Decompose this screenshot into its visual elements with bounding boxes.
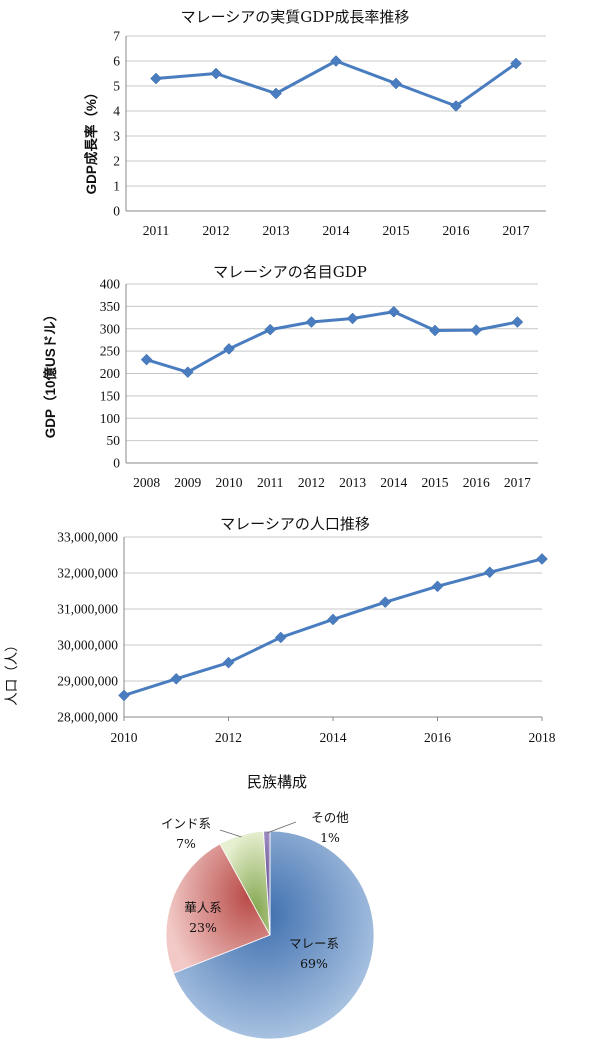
chart-title: マレーシアの人口推移 (220, 515, 370, 533)
slice-percent: 1% (320, 830, 340, 845)
slice-name: インド系 (161, 816, 211, 831)
y-tick-label: 400 (100, 277, 121, 292)
y-tick-label: 1 (113, 179, 120, 194)
slice-percent: 23% (189, 920, 217, 935)
x-tick-label: 2010 (111, 730, 138, 745)
slice-name: 華人系 (184, 900, 222, 915)
y-tick-label: 2 (113, 154, 120, 169)
data-point (431, 580, 444, 593)
x-tick-label: 2012 (203, 223, 230, 238)
x-tick-label: 2017 (504, 475, 531, 490)
pie-slice (165, 843, 271, 974)
x-tick-label: 2010 (216, 475, 243, 490)
y-tick-label: 0 (113, 456, 120, 471)
slice-percent: 69% (300, 956, 328, 971)
x-tick-label: 2013 (339, 475, 366, 490)
data-point (346, 312, 359, 325)
x-tick-label: 2016 (463, 475, 490, 490)
chart-title: 民族構成 (247, 773, 307, 791)
y-tick-label: 200 (100, 366, 121, 381)
series-line (123, 557, 543, 697)
x-tick-label: 2014 (320, 730, 347, 745)
y-tick-label: 300 (100, 321, 121, 336)
x-tick-label: 2011 (143, 223, 170, 238)
y-tick-label: 33,000,000 (57, 530, 118, 545)
y-axis-label: GDP（10億USドル） (42, 308, 58, 439)
x-tick-label: 2018 (529, 730, 556, 745)
y-tick-label: 28,000,000 (57, 710, 118, 725)
leader-line (266, 821, 297, 834)
series-line (146, 310, 518, 374)
data-point (118, 689, 130, 702)
y-tick-label: 350 (100, 299, 121, 314)
x-tick-label: 2014 (380, 475, 407, 490)
data-point (330, 55, 342, 67)
data-point (170, 672, 183, 685)
data-point (274, 631, 287, 644)
data-point (210, 67, 222, 80)
x-tick-label: 2017 (503, 223, 530, 238)
pie-slice (172, 830, 375, 1040)
nominal-gdp-chart: マレーシアの名目GDP GDP（10億USドル） 0 50 100 150 200 250… (42, 263, 538, 490)
data-point (305, 316, 318, 328)
x-tick-label: 2008 (133, 475, 160, 490)
data-point (223, 343, 235, 355)
population-chart: マレーシアの人口推移 人口（人） 28,000,000 29,000,000 30,… (4, 515, 556, 745)
data-point (470, 324, 483, 336)
y-tick-label: 4 (113, 104, 120, 119)
y-tick-label: 31,000,000 (57, 602, 118, 617)
data-point (181, 366, 194, 379)
y-tick-label: 0 (113, 204, 120, 219)
y-tick-label: 5 (113, 79, 120, 94)
gdp-growth-chart: マレーシアの実質GDP成長率推移 GDP成長率（%） 0 1 2 3 4 5 6 7 2011 2… (83, 8, 546, 238)
data-point (390, 77, 402, 90)
x-tick-label: 2014 (323, 223, 350, 238)
data-point (264, 323, 277, 336)
x-tick-label: 2012 (298, 475, 325, 490)
y-tick-label: 30,000,000 (57, 638, 118, 653)
chart-title: マレーシアの名目GDP (213, 263, 367, 281)
x-tick-label: 2012 (215, 730, 242, 745)
y-axis-label: GDP成長率（%） (83, 86, 99, 195)
ethnic-composition-pie: 民族構成 マレー系 69% 華人系 23% インド系 7% その他 1% (161, 773, 375, 1040)
slice-name: マレー系 (289, 936, 339, 951)
y-tick-label: 50 (107, 433, 121, 448)
y-tick-label: 150 (100, 388, 121, 403)
y-tick-label: 100 (100, 411, 121, 426)
y-axis-label: 人口（人） (4, 638, 20, 706)
x-tick-label: 2015 (422, 475, 449, 490)
x-tick-label: 2009 (174, 475, 201, 490)
data-point (536, 553, 548, 565)
chart-title: マレーシアの実質GDP成長率推移 (181, 8, 410, 26)
data-point (140, 353, 153, 366)
slice-percent: 7% (176, 836, 196, 851)
x-tick-label: 2016 (443, 223, 470, 238)
data-point (222, 656, 235, 669)
x-tick-label: 2011 (257, 475, 284, 490)
data-point (150, 72, 162, 85)
y-tick-label: 6 (113, 54, 120, 69)
data-point (327, 613, 339, 626)
y-tick-label: 250 (100, 344, 121, 359)
data-point (387, 305, 400, 318)
data-point (450, 100, 462, 112)
series-line (155, 59, 517, 108)
y-tick-label: 7 (113, 29, 120, 44)
data-point (379, 596, 392, 609)
data-point (511, 316, 524, 328)
data-point (270, 87, 282, 100)
y-tick-label: 29,000,000 (57, 674, 118, 689)
leader-line (219, 829, 242, 838)
y-tick-label: 32,000,000 (57, 566, 118, 581)
data-point (429, 324, 441, 337)
y-tick-label: 3 (113, 129, 120, 144)
data-point (510, 57, 522, 70)
x-tick-label: 2016 (424, 730, 451, 745)
slice-name: その他 (311, 810, 349, 825)
x-tick-label: 2015 (383, 223, 410, 238)
data-point (483, 566, 496, 579)
pie-slice (263, 830, 271, 936)
x-tick-label: 2013 (263, 223, 290, 238)
